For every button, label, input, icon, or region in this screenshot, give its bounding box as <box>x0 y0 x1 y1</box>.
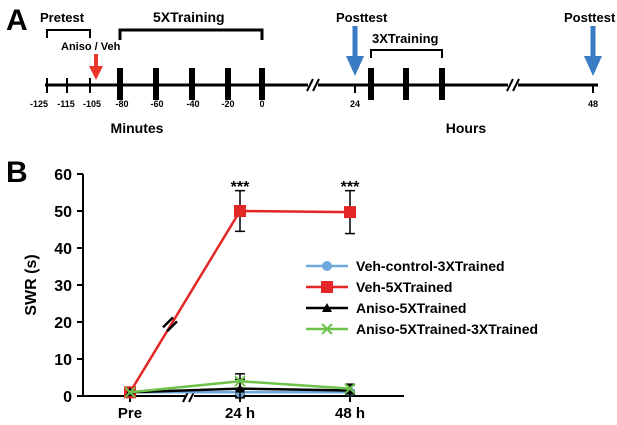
y-tick-label: 60 <box>54 167 72 184</box>
tick-label: -40 <box>186 99 199 109</box>
aniso-arrow <box>89 54 103 80</box>
hours-label: Hours <box>446 120 487 136</box>
legend-label: Aniso-5XTrained <box>356 300 466 316</box>
tick-label: 24 <box>350 99 360 109</box>
significance-annotation: *** <box>341 179 360 196</box>
timeline-brackets <box>46 28 443 58</box>
y-tick-label: 10 <box>54 352 72 369</box>
marker-stroke <box>321 323 333 335</box>
minutes-label: Minutes <box>111 120 164 136</box>
marker-stroke <box>344 382 356 395</box>
posttest2-label: Posttest <box>564 10 616 25</box>
legend: Veh-control-3XTrained Veh-5XTrained Aniso-… <box>306 258 538 337</box>
posttest-arrow-48 <box>584 26 602 76</box>
tick-label: -20 <box>221 99 234 109</box>
timeline-tick-labels: -125 -115 -105 -80 -60 -40 -20 0 24 48 <box>30 99 598 109</box>
significance-annotation: *** <box>231 179 250 196</box>
y-tick-label: 50 <box>54 204 72 221</box>
annotation-layer: *** *** <box>231 179 360 196</box>
tick-label: -60 <box>150 99 163 109</box>
training3-label: 3XTraining <box>372 31 439 46</box>
series-layer <box>124 189 356 399</box>
x-tick-labels: Pre 24 h 48 h <box>118 396 365 422</box>
panel-a-label: A <box>6 4 28 37</box>
legend-label: Aniso-5XTrained-3XTrained <box>356 321 538 337</box>
series-line <box>128 209 351 393</box>
legend-label: Veh-control-3XTrained <box>356 258 505 274</box>
aniso-label: Aniso / Veh <box>61 41 121 53</box>
tick-label: -80 <box>115 99 128 109</box>
data-point <box>234 375 246 387</box>
y-tick-label: 30 <box>54 278 72 295</box>
posttest-arrow-24 <box>346 26 364 76</box>
x-tick-label: 24 h <box>225 405 255 422</box>
timeline-minor-ticks <box>46 78 594 93</box>
y-ticks: 0 10 20 30 40 50 60 <box>54 167 83 406</box>
posttest1-label: Posttest <box>336 10 388 25</box>
y-tick-label: 40 <box>54 241 72 258</box>
training5-label: 5XTraining <box>153 9 225 25</box>
line-break-mark <box>166 320 178 333</box>
y-tick-label: 20 <box>54 315 72 332</box>
y-tick-label: 0 <box>63 389 72 406</box>
training-blocks <box>117 68 445 100</box>
tick-label: -105 <box>83 99 101 109</box>
data-point <box>344 206 356 219</box>
y-axis-label: SWR (s) <box>23 254 40 315</box>
panel-b-label: B <box>6 156 28 189</box>
tick-label: -115 <box>57 99 75 109</box>
tick-label: 0 <box>259 99 264 109</box>
x-tick-label: 48 h <box>335 405 365 422</box>
x-tick-label: Pre <box>118 405 142 422</box>
line-break-mark <box>162 316 174 329</box>
marker-stroke <box>234 375 246 387</box>
legend-marker <box>321 323 333 335</box>
legend-marker <box>322 303 332 312</box>
legend-marker <box>321 281 333 293</box>
data-point <box>124 386 136 399</box>
tick-label: -125 <box>30 99 48 109</box>
pretest-label: Pretest <box>40 10 85 25</box>
timeline-breaks <box>306 78 520 92</box>
data-point <box>234 205 246 217</box>
tick-label: 48 <box>588 99 598 109</box>
legend-label: Veh-5XTrained <box>356 279 452 295</box>
legend-marker <box>322 261 332 271</box>
data-point <box>344 382 356 395</box>
marker-stroke <box>124 386 136 399</box>
